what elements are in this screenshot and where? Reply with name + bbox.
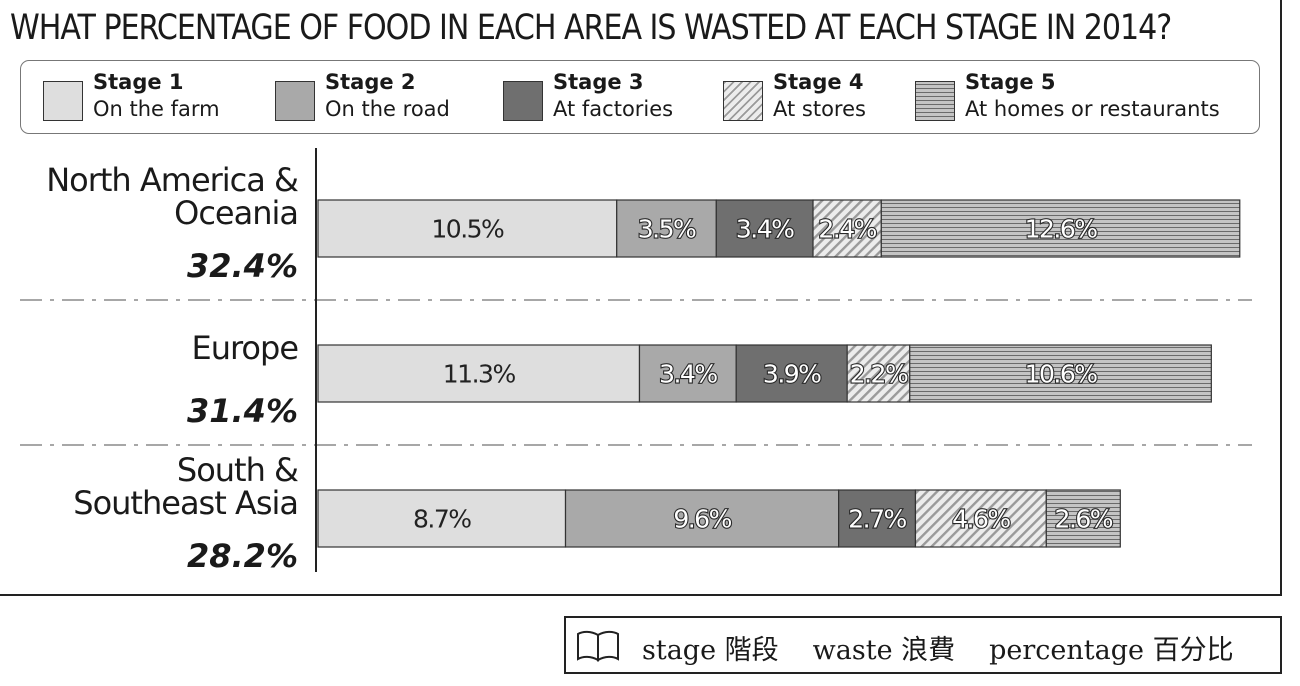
legend-stage-description: At stores: [773, 97, 866, 121]
bar-segment-stage-5: [909, 344, 1212, 403]
bar-value-label: 12.6%: [1025, 215, 1098, 244]
chart-panel: [0, 0, 1282, 596]
category-total-label: 31.4%: [187, 392, 298, 430]
legend-stage-description: At factories: [553, 97, 674, 121]
bar-value-label: 4.6%: [952, 505, 1010, 534]
bar-segment-stage-1: [317, 489, 567, 548]
bar-value-label: 11.3%: [443, 360, 516, 389]
bar-segment-stage-4: [914, 489, 1047, 548]
bar-segment-stage-3: [715, 199, 814, 258]
category-label: Oceania: [174, 194, 298, 232]
chart-title: WHAT PERCENTAGE OF FOOD IN EACH AREA IS …: [10, 8, 1172, 48]
vocab-word-stage: stage 階段: [642, 635, 779, 666]
bar-value-label: 3.9%: [763, 360, 821, 389]
bar-segment-stage-1: [317, 199, 618, 258]
legend-swatch-stage-3: [503, 81, 543, 121]
legend-stage-description: On the road: [325, 97, 450, 121]
legend-stage-label: Stage 3: [553, 70, 644, 94]
bar-segment-stage-5: [880, 199, 1241, 258]
bar-segment-stage-2: [616, 199, 717, 258]
bar-value-label: 3.4%: [659, 360, 717, 389]
bar-segment-stage-3: [735, 344, 848, 403]
vocab-word-waste: waste 浪費: [812, 635, 956, 666]
category-label: South &: [177, 451, 298, 489]
legend-stage-label: Stage 5: [965, 70, 1056, 94]
legend-stage-description: On the farm: [93, 97, 220, 121]
legend-swatch-stage-4: [723, 81, 763, 121]
legend: Stage 1 On the farm Stage 2 On the road …: [20, 60, 1260, 134]
bar-value-label: 2.2%: [850, 360, 908, 389]
bar-value-label: 8.7%: [413, 505, 471, 534]
legend-swatch-stage-2: [275, 81, 315, 121]
bar-value-label: 2.4%: [818, 215, 876, 244]
bar-segment-stage-2: [564, 489, 840, 548]
bar-segment-stage-1: [317, 344, 641, 403]
category-label: North America &: [46, 161, 298, 199]
legend-swatch-stage-5: [915, 81, 955, 121]
bar-segment-stage-2: [638, 344, 737, 403]
category-total-label: 32.4%: [187, 247, 298, 285]
legend-stage-description: At homes or restaurants: [965, 97, 1220, 121]
bar-value-label: 3.4%: [736, 215, 794, 244]
book-icon: [577, 630, 619, 662]
stacked-bar-chart: 10.5% 3.5% 3.4% 2.4% 12.6% North America &Oce…: [20, 148, 1252, 575]
vocab-word-percentage: percentage 百分比: [989, 635, 1234, 666]
legend-stage-label: Stage 4: [773, 70, 864, 94]
vocabulary-box: stage 階段 waste 浪費 percentage 百分比: [564, 616, 1282, 674]
legend-swatch-stage-1: [43, 81, 83, 121]
bar-value-label: 3.5%: [638, 215, 696, 244]
category-label: Southeast Asia: [73, 484, 298, 522]
legend-stage-label: Stage 1: [93, 70, 184, 94]
bar-segment-stage-4: [846, 344, 911, 403]
bar-value-label: 10.5%: [431, 215, 504, 244]
bar-value-label: 2.6%: [1055, 505, 1113, 534]
bar-segment-stage-5: [1045, 489, 1121, 548]
legend-stage-label: Stage 2: [325, 70, 416, 94]
bar-value-label: 9.6%: [673, 505, 731, 534]
bar-value-label: 2.7%: [848, 505, 906, 534]
bar-value-label: 10.6%: [1025, 360, 1098, 389]
category-total-label: 28.2%: [187, 537, 298, 575]
category-label: Europe: [191, 329, 298, 367]
bar-segment-stage-4: [812, 199, 882, 258]
